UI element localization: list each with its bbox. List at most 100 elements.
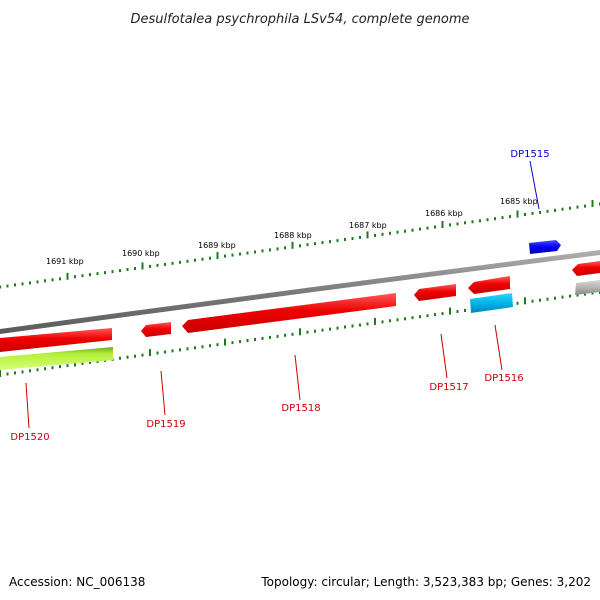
outer-minor-tick xyxy=(209,256,211,260)
gene-dp1518[interactable] xyxy=(182,293,396,333)
gene-label-dp1520[interactable]: DP1520 xyxy=(10,432,49,443)
outer-minor-tick xyxy=(479,219,481,223)
outer-minor-tick xyxy=(381,232,384,236)
outer-minor-tick xyxy=(576,205,579,209)
outer-minor-tick xyxy=(456,222,459,226)
inner-minor-tick xyxy=(284,333,286,337)
outer-minor-tick xyxy=(246,251,249,255)
outer-minor-tick xyxy=(314,242,316,246)
gene-label-dp1518[interactable]: DP1518 xyxy=(281,403,320,414)
gene-label-dp1517[interactable]: DP1517 xyxy=(429,382,468,393)
inner-minor-tick xyxy=(209,344,211,348)
inner-minor-tick xyxy=(126,355,129,359)
inner-minor-tick xyxy=(464,309,466,312)
inner-minor-tick xyxy=(584,292,586,296)
outer-minor-tick xyxy=(81,274,84,278)
inner-minor-tick xyxy=(569,294,571,298)
inner-minor-tick xyxy=(329,327,331,331)
outer-minor-tick xyxy=(494,217,496,221)
inner-minor-tick xyxy=(276,334,279,338)
gene-label-dp1515[interactable]: DP1515 xyxy=(510,149,549,160)
outer-minor-tick xyxy=(89,273,91,277)
outer-minor-tick xyxy=(164,262,166,266)
gene-dp1515[interactable] xyxy=(529,240,561,254)
outer-minor-tick xyxy=(374,233,376,237)
outer-minor-tick xyxy=(284,246,286,250)
leader-dp1518 xyxy=(294,354,301,401)
outer-minor-tick xyxy=(411,228,414,232)
outer-minor-tick xyxy=(569,206,571,210)
inner-minor-tick xyxy=(441,312,444,316)
inner-minor-tick xyxy=(66,364,69,368)
outer-minor-tick xyxy=(486,218,489,222)
outer-major-tick xyxy=(591,200,594,207)
gene-dp1516-cyan[interactable] xyxy=(470,293,513,313)
outer-minor-tick xyxy=(449,223,451,227)
inner-minor-tick xyxy=(389,319,391,323)
inner-minor-tick xyxy=(351,324,354,328)
outer-minor-tick xyxy=(36,280,39,284)
gene-dp1520-lime[interactable] xyxy=(0,347,113,370)
inner-minor-tick xyxy=(359,323,361,327)
outer-minor-tick xyxy=(546,209,549,213)
outer-minor-tick xyxy=(179,260,181,264)
inner-minor-tick xyxy=(194,346,196,350)
outer-major-tick xyxy=(66,272,69,280)
inner-minor-tick xyxy=(321,328,324,332)
inner-minor-tick xyxy=(171,349,174,353)
reverse-strand-genes xyxy=(0,276,513,370)
inner-minor-tick xyxy=(186,347,189,351)
inner-major-tick xyxy=(149,349,151,357)
gene-dp1519[interactable] xyxy=(141,322,171,337)
gene-dp1517[interactable] xyxy=(414,284,456,301)
outer-minor-tick xyxy=(51,278,54,282)
gene-forward-edge[interactable] xyxy=(572,261,600,276)
map-title: Desulfotalea psychrophila LSv54, complet… xyxy=(130,12,469,27)
inner-minor-tick xyxy=(381,320,384,324)
inner-major-tick xyxy=(299,328,301,336)
outer-minor-tick xyxy=(59,277,61,281)
outer-minor-tick xyxy=(351,237,354,240)
inner-minor-tick xyxy=(36,368,39,372)
inner-minor-tick xyxy=(254,338,256,341)
outer-minor-tick xyxy=(194,258,196,262)
outer-minor-tick xyxy=(389,231,391,235)
outer-minor-tick xyxy=(396,230,399,234)
inner-minor-tick xyxy=(419,315,421,319)
gene-dp1520[interactable] xyxy=(0,328,112,352)
outer-minor-tick xyxy=(156,263,159,267)
inner-minor-tick xyxy=(119,356,121,360)
outer-minor-tick xyxy=(554,208,556,212)
gene-label-dp1516[interactable]: DP1516 xyxy=(484,373,523,384)
scale-labels: 1691 kbp 1690 kbp 1689 kbp 1688 kbp 1687… xyxy=(46,197,538,266)
inner-minor-tick xyxy=(336,326,339,330)
scale-label-1688: 1688 kbp xyxy=(274,231,312,240)
inner-minor-tick xyxy=(396,318,399,322)
outer-minor-tick xyxy=(509,215,511,219)
inner-minor-tick xyxy=(179,348,181,352)
inner-minor-tick xyxy=(261,336,264,340)
gene-label-dp1519[interactable]: DP1519 xyxy=(146,419,185,430)
inner-minor-tick xyxy=(21,370,24,374)
inner-minor-tick xyxy=(344,325,346,329)
genome-summary-text: Topology: circular; Length: 3,523,383 bp… xyxy=(260,575,591,589)
inner-minor-tick xyxy=(96,359,99,363)
outer-minor-tick xyxy=(359,235,361,239)
scale-label-1687: 1687 kbp xyxy=(349,221,387,230)
inner-minor-tick xyxy=(426,314,429,318)
inner-minor-tick xyxy=(411,316,414,320)
outer-minor-tick xyxy=(231,253,234,257)
outer-major-tick xyxy=(216,252,219,260)
gene-gray-edge[interactable] xyxy=(575,280,600,295)
inner-minor-tick xyxy=(306,330,309,334)
inner-minor-tick xyxy=(576,293,579,297)
accession-text: Accession: NC_006138 xyxy=(9,575,145,589)
inner-major-tick xyxy=(524,297,526,305)
outer-minor-tick xyxy=(539,210,541,214)
gene-dp1516[interactable] xyxy=(468,276,510,294)
outer-minor-tick xyxy=(344,238,346,241)
outer-minor-tick xyxy=(329,240,331,244)
scale-label-1691: 1691 kbp xyxy=(46,257,84,266)
outer-minor-tick xyxy=(306,243,309,247)
